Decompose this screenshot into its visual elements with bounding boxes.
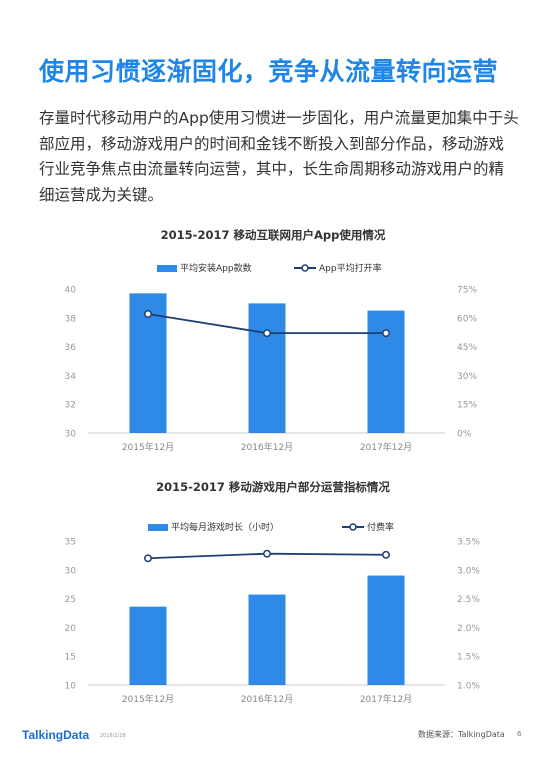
right-axis-tick-label: 1.0% <box>457 682 480 692</box>
left-axis-tick-label: 40 <box>65 286 77 296</box>
x-category-label: 2016年12月 <box>241 693 293 705</box>
left-axis-tick-label: 34 <box>65 372 77 382</box>
legend-bar-label: 平均每月游戏时长（小时） <box>171 521 279 533</box>
left-axis-tick-label: 10 <box>65 682 77 692</box>
talkingdata-logo: TalkingData <box>22 728 90 742</box>
right-axis-tick-label: 60% <box>457 314 477 324</box>
left-axis-tick-label: 30 <box>65 566 77 576</box>
right-axis-tick-label: 3.5% <box>457 538 480 548</box>
line-point-2 <box>263 329 271 338</box>
footer-date: 2018/2/28 <box>100 733 126 739</box>
x-category-label: 2016年12月 <box>241 441 293 453</box>
legend-bar-label: 平均安装App款数 <box>180 262 252 274</box>
x-category-label: 2015年12月 <box>122 693 174 705</box>
line-point-1 <box>144 310 152 318</box>
chart-title: 2015-2017 移动游戏用户部分运营指标情况 <box>156 480 390 494</box>
x-category-label: 2017年12月 <box>360 693 412 705</box>
left-axis-tick-label: 36 <box>65 343 77 353</box>
bar-3 <box>367 310 405 433</box>
legend-bar-swatch <box>148 524 168 531</box>
line-point-3 <box>382 550 390 559</box>
right-axis-tick-label: 75% <box>457 286 477 296</box>
legend-line-marker <box>349 523 357 531</box>
bar-1 <box>129 606 167 685</box>
page-title: 使用习惯逐渐固化，竞争从流量转向运营 <box>39 57 499 86</box>
right-axis-tick-label: 2.5% <box>457 595 480 605</box>
right-axis-tick-label: 0% <box>457 430 472 440</box>
line-point-1 <box>144 554 152 563</box>
right-axis-tick-label: 1.5% <box>457 653 480 663</box>
legend-line-marker <box>301 264 309 272</box>
right-axis-tick-label: 3.0% <box>457 566 480 576</box>
left-axis-tick-label: 25 <box>65 595 76 605</box>
data-source: 数据来源：TalkingData <box>418 730 505 739</box>
body-paragraph: 存量时代移动用户的App使用习惯进一步固化，用户流量更加集中于头部应用，移动游戏… <box>39 109 519 204</box>
x-category-label: 2015年12月 <box>122 441 174 453</box>
left-axis-tick-label: 38 <box>65 314 77 324</box>
x-category-label: 2017年12月 <box>360 441 412 453</box>
chart-game-ops: 2015-2017 移动游戏用户部分运营指标情况平均每月游戏时长（小时） 付费率 1… <box>0 470 546 715</box>
left-axis-tick-label: 15 <box>65 653 76 663</box>
left-axis-tick-label: 20 <box>65 624 77 634</box>
chart-title: 2015-2017 移动互联网用户App使用情况 <box>161 228 386 242</box>
chart-app-usage: 2015-2017 移动互联网用户App使用情况平均安装App款数 App平均打开… <box>0 220 546 470</box>
legend-line-label: App平均打开率 <box>319 262 382 274</box>
right-axis-tick-label: 45% <box>457 343 477 353</box>
line-point-2 <box>263 549 271 558</box>
bar-2 <box>248 303 286 433</box>
left-axis-tick-label: 35 <box>65 538 76 548</box>
left-axis-tick-label: 30 <box>65 430 77 440</box>
right-axis-tick-label: 2.0% <box>457 624 480 634</box>
right-axis-tick-label: 15% <box>457 401 477 411</box>
legend-bar-swatch <box>157 265 177 272</box>
legend-line-label: 付费率 <box>367 521 394 533</box>
page-number: 6 <box>517 730 522 738</box>
left-axis-tick-label: 32 <box>65 401 76 411</box>
bar-3 <box>367 575 405 685</box>
right-axis-tick-label: 30% <box>457 372 477 382</box>
line-point-3 <box>382 329 390 338</box>
bar-2 <box>248 594 286 685</box>
